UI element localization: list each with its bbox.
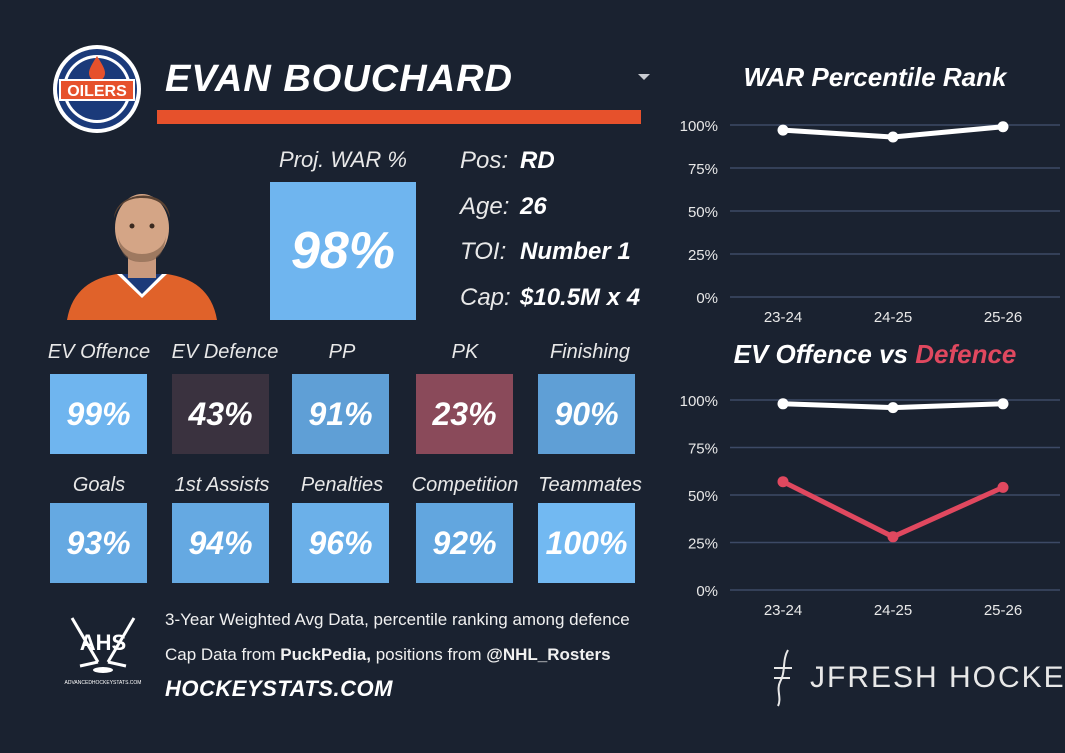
ev-chart-xtick-label: 23-24 (764, 602, 802, 619)
metric-cell-competition: 92% (416, 503, 513, 583)
ev-offence-defence-chart: 0% 25% 50% 75% 100% 23-24 24-25 25-26 (680, 393, 1060, 619)
war-chart-point (887, 131, 899, 143)
war-chart-xtick-label: 23-24 (764, 309, 802, 326)
ahs-text: AHS (80, 630, 126, 655)
metric-label-penalties: Penalties (300, 474, 384, 496)
metric-label-finishing: Finishing (549, 341, 631, 363)
logo-text: OILERS (67, 83, 127, 100)
hockeystats-site[interactable]: HOCKEYSTATS.COM (165, 676, 393, 701)
jfresh-brand: JFRESH HOCKEY (768, 648, 1065, 708)
war-chart-xtick-label: 24-25 (874, 309, 912, 326)
war-chart-ytick-label: 50% (688, 204, 718, 221)
war-chart-ytick-label: 0% (696, 290, 718, 307)
proj-war-value: 98% (270, 182, 416, 320)
puckpedia-link[interactable]: PuckPedia, (280, 645, 371, 664)
metric-cell-penalties: 96% (292, 503, 389, 583)
metric-cell-ev-offence: 99% (50, 374, 147, 454)
footer-line2: Cap Data from PuckPedia, positions from … (165, 645, 611, 664)
ev-chart-point (777, 476, 789, 488)
war-chart-point (777, 124, 789, 136)
ev-chart-series-line (781, 479, 1005, 540)
metric-cell-pk: 23% (416, 374, 513, 454)
ahs-logo: AHS ADVANCEDHOCKEYSTATS.COM (65, 617, 142, 686)
war-chart-point (997, 121, 1009, 133)
metric-label-pk: PK (451, 341, 479, 363)
chart2-title: EV Offence vs Defence (733, 339, 1017, 369)
war-percentile-chart: 0% 25% 50% 75% 100% 23-24 24-25 25-26 (680, 118, 1060, 326)
metric-cell-ev-defence: 43% (172, 374, 269, 454)
ev-chart-point (777, 398, 789, 410)
war-chart-xtick-label: 25-26 (984, 309, 1022, 326)
info-value-pos: RD (520, 147, 555, 174)
metric-cell-teammates: 100% (538, 503, 635, 583)
info-label-age: Age: (460, 193, 510, 220)
ev-chart-point (887, 531, 899, 543)
ev-chart-ytick-label: 0% (696, 583, 718, 600)
info-label-pos: Pos: (460, 147, 509, 174)
ahs-small-text: ADVANCEDHOCKEYSTATS.COM (65, 680, 142, 686)
oilers-logo: OILERS (53, 45, 141, 133)
metric-label-teammates: Teammates (538, 474, 642, 496)
info-label-toi: TOI: (460, 238, 507, 265)
war-chart-ytick-label: 75% (688, 161, 718, 178)
war-chart-ytick-label: 25% (688, 247, 718, 264)
info-value-cap: $10.5M x 4 (520, 284, 641, 311)
metric-label-1st-assists: 1st Assists (174, 474, 270, 496)
metric-label-pp: PP (328, 341, 356, 363)
chart2-title-defence: Defence (915, 339, 1017, 369)
player-name: EVAN BOUCHARD (165, 58, 513, 100)
chart1-title: WAR Percentile Rank (743, 62, 1007, 92)
footer-line1: 3-Year Weighted Avg Data, percentile ran… (165, 610, 630, 629)
jfresh-text: JFRESH HOCKEY (810, 661, 1065, 694)
metric-label-competition: Competition (411, 474, 519, 496)
name-underline (157, 110, 641, 124)
ev-chart-xtick-label: 25-26 (984, 602, 1022, 619)
player-headshot (67, 194, 217, 320)
metric-cell-pp: 91% (292, 374, 389, 454)
metric-label-ev-offence: EV Offence (47, 341, 151, 363)
info-value-age: 26 (520, 193, 547, 220)
ev-chart-ytick-label: 50% (688, 488, 718, 505)
ev-chart-point (997, 398, 1009, 410)
ev-chart-point (997, 481, 1009, 493)
chevron-down-icon[interactable] (638, 74, 650, 80)
info-label-cap: Cap: (460, 284, 511, 311)
metric-cell-1st-assists: 94% (172, 503, 269, 583)
metric-label-ev-defence: EV Defence (171, 341, 279, 363)
ev-chart-ytick-label: 25% (688, 536, 718, 553)
ev-chart-xtick-label: 24-25 (874, 602, 912, 619)
ev-chart-point (887, 402, 899, 414)
nhl-rosters-link[interactable]: @NHL_Rosters (486, 645, 611, 664)
war-chart-ytick-label: 100% (680, 118, 718, 135)
jfresh-logo-icon (774, 649, 792, 707)
metric-cell-goals: 93% (50, 503, 147, 583)
proj-war-label: Proj. WAR % (279, 147, 407, 172)
metric-cell-finishing: 90% (538, 374, 635, 454)
info-value-toi: Number 1 (520, 238, 631, 265)
metric-label-goals: Goals (72, 474, 126, 496)
ev-chart-ytick-label: 100% (680, 393, 718, 410)
ev-chart-ytick-label: 75% (688, 441, 718, 458)
